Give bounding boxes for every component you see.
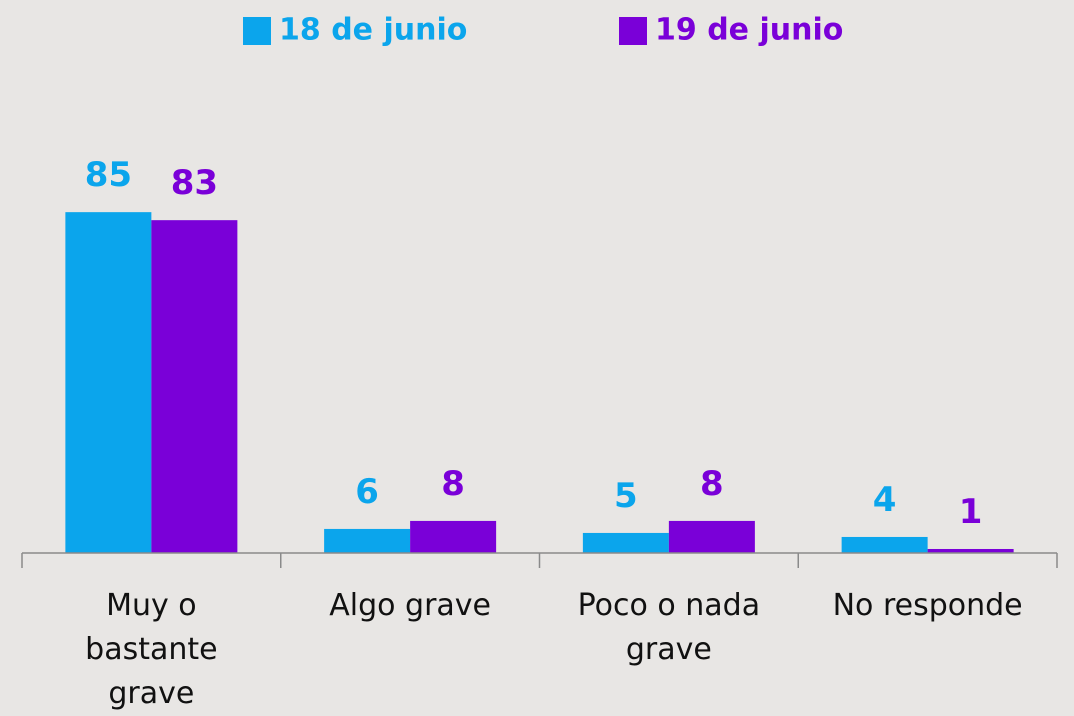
data-label: 4 (873, 480, 897, 520)
data-label: 8 (700, 464, 724, 504)
data-label: 83 (171, 163, 218, 203)
legend-label: 18 de junio (279, 13, 467, 48)
data-label: 85 (85, 155, 132, 195)
legend-swatch (619, 17, 647, 45)
bar (151, 220, 238, 554)
legend-label: 19 de junio (655, 13, 843, 48)
bar (841, 536, 928, 553)
data-label: 1 (959, 492, 983, 532)
bar (324, 528, 411, 553)
x-tick-label: Muy o bastante grave (85, 588, 218, 711)
data-label: 8 (441, 464, 465, 504)
bar (582, 532, 669, 553)
bar (65, 212, 152, 553)
data-label: 6 (355, 472, 379, 512)
data-label: 5 (614, 476, 638, 516)
x-tick-label: No responde (832, 588, 1023, 623)
x-tick-label: Algo grave (329, 588, 491, 623)
x-tick-label: Poco o nada grave (577, 588, 761, 667)
bar (927, 548, 1014, 553)
legend-swatch (243, 17, 271, 45)
bar (668, 520, 755, 553)
bar (410, 520, 497, 553)
